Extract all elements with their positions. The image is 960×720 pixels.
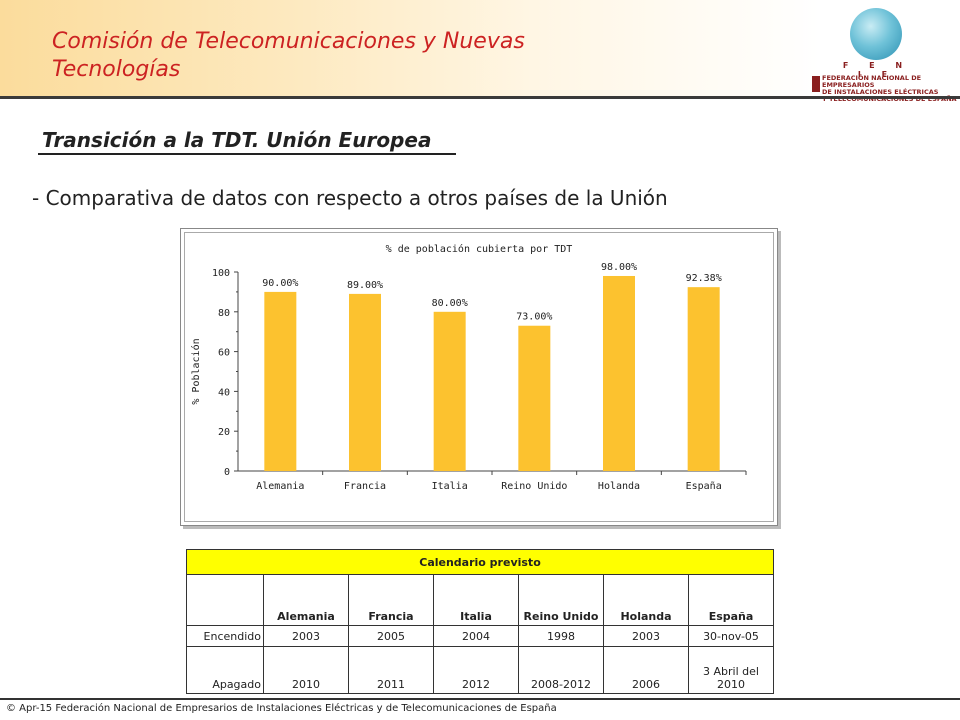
column-header: Francia [348, 574, 434, 626]
subtitle: - Comparativa de datos con respecto a ot… [32, 186, 668, 210]
fenie-logo: F E N I E FEDERACIÓN NACIONAL DE EMPRESA… [812, 6, 960, 103]
logo-name: F E N I E [842, 61, 912, 79]
header-divider [0, 96, 960, 99]
table-cell: 2008-2012 [518, 646, 604, 694]
y-tick-label: 0 [224, 467, 230, 478]
x-tick-label: Francia [344, 481, 386, 492]
column-header: Italia [433, 574, 519, 626]
footer-text: © Apr-15 Federación Nacional de Empresar… [6, 703, 557, 714]
bar [264, 291, 297, 471]
header-background [0, 0, 820, 96]
calendar-table-container: Calendario previsto Alemania Francia Ita… [186, 549, 774, 694]
row-label: Encendido [186, 625, 264, 647]
page-title: Comisión de Telecomunicaciones y Nuevas … [52, 29, 525, 82]
data-label: 73.00% [516, 312, 552, 323]
column-header: Reino Unido [518, 574, 604, 626]
logo-line: DE INSTALACIONES ELÉCTRICAS [822, 88, 939, 96]
bar [433, 311, 466, 471]
footer-divider [0, 698, 960, 700]
table-cell: 2010 [263, 646, 349, 694]
y-tick-label: 20 [218, 427, 230, 438]
calendar-title: Calendario previsto [186, 549, 774, 575]
y-tick-label: 80 [218, 308, 230, 319]
data-label: 90.00% [262, 278, 298, 289]
x-tick-label: España [686, 481, 722, 492]
table-cell: 3 Abril del 2010 [688, 646, 774, 694]
section-title-underline [38, 153, 456, 155]
table-cell: 2006 [603, 646, 689, 694]
x-tick-label: Alemania [256, 481, 304, 492]
empty-header-cell [186, 574, 264, 626]
y-axis-label: % Población [190, 338, 202, 404]
globe-icon [850, 8, 902, 60]
logo-line: FEDERACIÓN NACIONAL DE EMPRESARIOS [822, 74, 922, 89]
chart-frame: % de población cubierta por TDT 0 20 40 60 80… [180, 228, 778, 526]
table-row: Apagado 2010 2011 2012 2008-2012 2006 3 … [186, 646, 774, 694]
table-cell: 2004 [433, 625, 519, 647]
y-tick-label: 60 [218, 348, 230, 359]
table-cell: 2005 [348, 625, 434, 647]
bar [687, 287, 720, 471]
x-tick-label: Italia [432, 481, 468, 492]
table-cell: 2003 [603, 625, 689, 647]
column-header: España [688, 574, 774, 626]
y-tick-label: 100 [212, 268, 230, 279]
logo-text: FEDERACIÓN NACIONAL DE EMPRESARIOS DE IN… [812, 75, 960, 103]
data-label: 92.38% [686, 273, 722, 284]
chart-inner-border [184, 232, 774, 522]
chart-title: % de población cubierta por TDT [386, 243, 573, 255]
bar [518, 325, 551, 471]
table-cell: 2003 [263, 625, 349, 647]
row-label: Apagado [186, 646, 264, 694]
bar [603, 275, 635, 471]
data-label: 89.00% [347, 280, 383, 291]
data-label: 80.00% [432, 298, 468, 309]
y-tick-label: 40 [218, 387, 230, 398]
column-header: Alemania [263, 574, 349, 626]
x-tick-label: Holanda [598, 481, 640, 492]
table-cell: 1998 [518, 625, 604, 647]
bar-chart: % de población cubierta por TDT 0 20 40 60 80… [190, 243, 747, 492]
logo-bar [812, 76, 820, 92]
table-cell: 2011 [348, 646, 434, 694]
data-label: 98.00% [601, 262, 637, 273]
logo-line: Y TELECOMUNICACIONES DE ESPAÑA [822, 95, 957, 103]
header: Comisión de Telecomunicaciones y Nuevas … [0, 0, 960, 103]
bar [349, 293, 381, 471]
section-title: Transición a la TDT. Unión Europea [42, 128, 432, 152]
table-cell: 30-nov-05 [688, 625, 774, 647]
calendar-table: Calendario previsto Alemania Francia Ita… [186, 549, 774, 694]
table-header-row: Alemania Francia Italia Reino Unido Hola… [186, 574, 774, 626]
column-header: Holanda [603, 574, 689, 626]
x-tick-label: Reino Unido [501, 481, 567, 492]
table-row: Encendido 2003 2005 2004 1998 2003 30-no… [186, 625, 774, 647]
table-cell: 2012 [433, 646, 519, 694]
